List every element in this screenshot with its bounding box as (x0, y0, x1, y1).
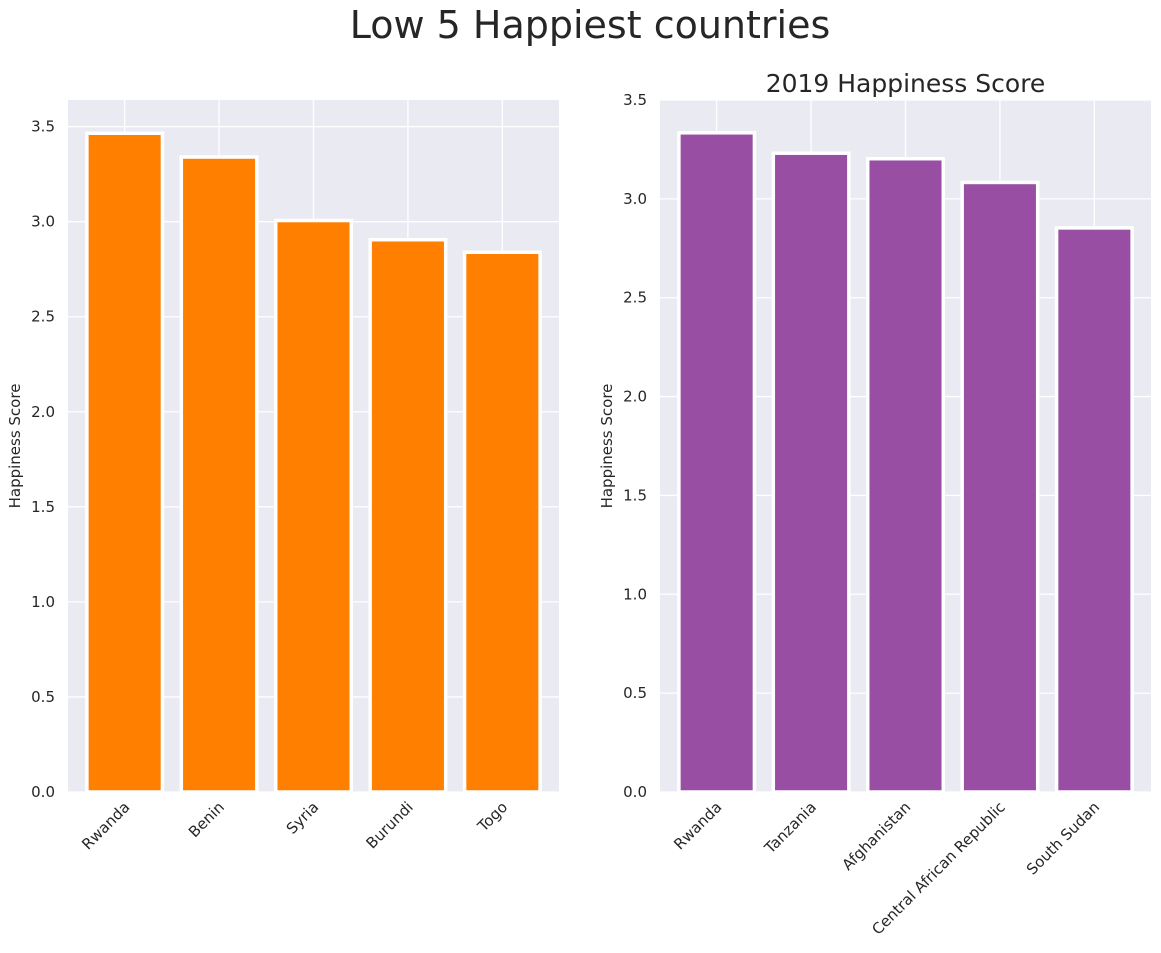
y-tick-label: 3.0 (623, 190, 647, 208)
x-tick-label: Rwanda (78, 798, 133, 853)
x-tick-label: Benin (185, 798, 228, 841)
y-axis-label: Happiness Score (6, 384, 24, 509)
y-tick-labels: 0.0 0.5 1.0 1.5 2.0 2.5 3.0 3.5 (31, 118, 55, 801)
y-tick-label: 1.0 (623, 585, 647, 603)
chart-right: 0.0 0.5 1.0 1.5 2.0 2.5 3.0 3.5 Rwanda Tanzania Af… (598, 69, 1151, 939)
y-axis-label: Happiness Score (598, 384, 616, 509)
y-tick-label: 2.0 (31, 403, 55, 421)
bars (85, 131, 542, 794)
y-tick-label: 0.5 (623, 684, 647, 702)
x-tick-label: Rwanda (670, 798, 725, 853)
y-tick-label: 0.0 (623, 783, 647, 801)
bar-syria (273, 218, 354, 794)
y-tick-label: 3.5 (31, 118, 55, 136)
x-tick-label: Tanzania (760, 798, 820, 858)
bar-togo (462, 250, 542, 794)
bar-tanzania (771, 151, 851, 794)
bars (677, 131, 1134, 794)
bar-afghanistan (865, 156, 946, 794)
bar-burundi (368, 237, 448, 794)
x-tick-labels: Rwanda Benin Syria Burundi Togo (78, 798, 511, 853)
y-tick-label: 2.5 (623, 289, 647, 307)
x-tick-label: Burundi (363, 798, 417, 852)
y-tick-label: 1.5 (623, 486, 647, 504)
y-tick-label: 0.0 (31, 783, 55, 801)
x-tick-label: Afghanistan (838, 798, 914, 874)
bar-central-african-republic (960, 180, 1040, 794)
x-tick-label: Syria (283, 798, 323, 838)
x-tick-label: South Sudan (1023, 798, 1103, 878)
y-tick-labels: 0.0 0.5 1.0 1.5 2.0 2.5 3.0 3.5 (623, 91, 647, 801)
figure-title: Low 5 Happiest countries (350, 3, 831, 47)
y-tick-label: 3.0 (31, 213, 55, 231)
y-tick-label: 1.0 (31, 593, 55, 611)
bar-rwanda (677, 131, 757, 794)
chart-left: 0.0 0.5 1.0 1.5 2.0 2.5 3.0 3.5 Rwanda Benin Syria… (6, 100, 559, 853)
y-tick-label: 3.5 (623, 91, 647, 109)
y-tick-label: 2.5 (31, 308, 55, 326)
chart-title: 2019 Happiness Score (766, 69, 1046, 98)
y-tick-label: 0.5 (31, 688, 55, 706)
y-tick-label: 1.5 (31, 498, 55, 516)
bar-benin (179, 155, 259, 794)
x-tick-label: Togo (473, 798, 511, 836)
bar-rwanda (85, 131, 165, 794)
y-tick-label: 2.0 (623, 388, 647, 406)
bar-south-sudan (1054, 226, 1134, 794)
